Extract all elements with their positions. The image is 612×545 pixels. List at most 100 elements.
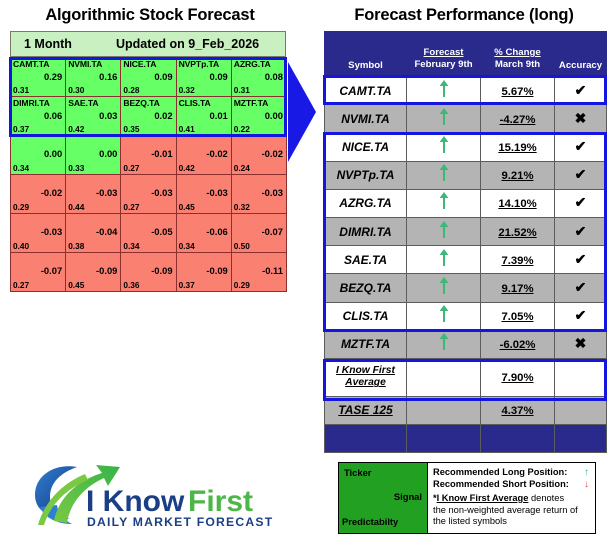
row-change: 9.21% <box>501 170 534 183</box>
row-change-cell: 15.19% <box>480 132 555 162</box>
forecast-cell-predictability: 0.50 <box>233 241 250 251</box>
row-forecast-cell <box>406 301 481 331</box>
table-row: SAE.TA 7.39% ✔ <box>324 245 607 275</box>
row-change-cell: -6.02% <box>480 329 555 359</box>
header-accuracy: Accuracy <box>554 31 607 77</box>
up-arrow-icon <box>438 191 450 210</box>
forecast-grid-row: 0.00 0.34 0.00 0.33 -0.01 0.27 -0.02 0.42 -0.02 0… <box>9 135 287 175</box>
forecast-cell-signal: 0.00 <box>264 110 283 121</box>
row-symbol-cell: NVPTp.TA <box>324 160 407 190</box>
legend-note-rest: denotes <box>528 493 565 503</box>
footer-cell <box>406 424 481 454</box>
average-label-line2: Average <box>345 377 386 389</box>
row-symbol: BEZQ.TA <box>339 280 392 295</box>
i-know-first-logo: I Know First DAILY MARKET FORECAST <box>30 455 275 535</box>
forecast-cell-predictability: 0.35 <box>123 124 140 134</box>
forecast-cell-predictability: 0.32 <box>178 85 195 95</box>
forecast-cell: BEZQ.TA 0.02 0.35 <box>120 96 177 136</box>
forecast-cell: -0.09 0.36 <box>120 252 177 292</box>
row-symbol: DIMRI.TA <box>339 224 392 239</box>
row-forecast-cell <box>406 132 481 162</box>
header-change-top: % Change <box>494 47 541 58</box>
check-icon: ✔ <box>574 278 587 295</box>
check-icon: ✔ <box>574 222 587 239</box>
forecast-cell: DIMRI.TA 0.06 0.37 <box>9 96 67 136</box>
forecast-cell: AZRG.TA 0.08 0.31 <box>230 57 287 97</box>
forecast-cell-signal: 0.08 <box>264 71 283 82</box>
average-label-line1: I Know First <box>336 364 395 376</box>
table-row: AZRG.TA 14.10% ✔ <box>324 188 607 218</box>
row-forecast-cell <box>406 104 481 134</box>
logo-word-iknow: I Know <box>86 485 185 518</box>
forecast-cell: -0.03 0.27 <box>120 174 177 214</box>
forecast-cell-signal: -0.02 <box>40 187 63 198</box>
forecast-cell-signal: -0.11 <box>262 265 283 276</box>
check-icon: ✔ <box>574 137 587 154</box>
row-accuracy-cell: ✔ <box>554 273 607 303</box>
forecast-cell-ticker: CLIS.TA <box>178 98 211 108</box>
row-symbol: CAMT.TA <box>339 83 392 98</box>
table-row: CLIS.TA 7.05% ✔ <box>324 301 607 331</box>
row-symbol: NICE.TA <box>341 139 390 154</box>
forecast-cell: 0.00 0.34 <box>9 135 67 175</box>
up-arrow-icon <box>438 332 450 351</box>
up-arrow-icon <box>438 107 450 126</box>
average-row: I Know First Average 7.90% <box>324 357 607 397</box>
forecast-cell-predictability: 0.42 <box>68 124 85 134</box>
forecast-grid-row: DIMRI.TA 0.06 0.37 SAE.TA 0.03 0.42 BEZQ.TA 0.0… <box>9 96 287 136</box>
legend-cell-sample: Ticker Signal Predictabilty <box>339 463 428 533</box>
row-symbol-cell: AZRG.TA <box>324 188 407 218</box>
forecast-cell-predictability: 0.45 <box>68 280 85 290</box>
forecast-cell: -0.04 0.38 <box>65 213 122 253</box>
legend-short-text: Recommended Short Position: <box>433 478 569 489</box>
algorithmic-forecast-panel: Algorithmic Stock Forecast 1 Month Updat… <box>0 0 300 410</box>
footer-cell <box>324 424 407 454</box>
row-change: 9.17% <box>501 282 534 295</box>
row-forecast-cell <box>406 245 481 275</box>
forecast-cell: NVMI.TA 0.16 0.30 <box>65 57 122 97</box>
check-icon: ✔ <box>574 81 587 98</box>
forecast-cell-signal: -0.03 <box>206 187 228 198</box>
forecast-cell: -0.09 0.45 <box>65 252 122 292</box>
forecast-cell-signal: -0.06 <box>206 226 228 237</box>
forecast-cell: -0.06 0.34 <box>175 213 232 253</box>
forecast-cell-predictability: 0.42 <box>178 163 195 173</box>
row-symbol: AZRG.TA <box>339 196 392 211</box>
forecast-cell-predictability: 0.27 <box>123 163 140 173</box>
forecast-cell-predictability: 0.37 <box>178 280 195 290</box>
row-accuracy-cell: ✖ <box>554 104 607 134</box>
row-symbol-cell: CLIS.TA <box>324 301 407 331</box>
forecast-cell: 0.00 0.33 <box>65 135 122 175</box>
row-change: 21.52% <box>498 226 537 239</box>
right-panel-title: Forecast Performance (long) <box>354 6 574 24</box>
row-symbol-cell: BEZQ.TA <box>324 273 407 303</box>
forecast-cell-predictability: 0.34 <box>123 241 140 251</box>
row-change-cell: 9.17% <box>480 273 555 303</box>
forecast-cell-predictability: 0.22 <box>233 124 250 134</box>
legend-box: Ticker Signal Predictabilty Recommended … <box>338 462 596 534</box>
forecast-cell-signal: 0.01 <box>209 110 228 121</box>
average-label-cell: I Know First Average <box>324 357 407 397</box>
legend-ticker-label: Ticker <box>344 467 372 478</box>
forecast-cell: -0.02 0.29 <box>9 174 67 214</box>
forecast-cell-signal: -0.09 <box>96 265 118 276</box>
header-change: % Change March 9th <box>480 31 555 77</box>
forecast-cell-predictability: 0.33 <box>68 163 85 173</box>
forecast-cell-ticker: NICE.TA <box>123 59 157 69</box>
row-forecast-cell <box>406 160 481 190</box>
row-accuracy-cell: ✔ <box>554 160 607 190</box>
forecast-cell-signal: 0.03 <box>99 110 118 121</box>
benchmark-label-cell: TASE 125 <box>324 395 407 426</box>
forecast-cell-predictability: 0.31 <box>233 85 250 95</box>
forecast-cell: CAMT.TA 0.29 0.31 <box>9 57 67 97</box>
row-accuracy-cell: ✔ <box>554 75 607 106</box>
legend-note-line3: the listed symbols <box>433 516 507 526</box>
forecast-table-header: 1 Month Updated on 9_Feb_2026 <box>10 31 286 57</box>
row-change: 15.19% <box>498 141 537 154</box>
forecast-cell-ticker: BEZQ.TA <box>123 98 160 108</box>
up-arrow-icon <box>438 304 450 323</box>
row-change: 7.39% <box>501 254 534 267</box>
row-accuracy-cell: ✔ <box>554 301 607 331</box>
forecast-cell-signal: -0.03 <box>96 187 118 198</box>
forecast-cell-signal: 0.29 <box>43 71 63 82</box>
